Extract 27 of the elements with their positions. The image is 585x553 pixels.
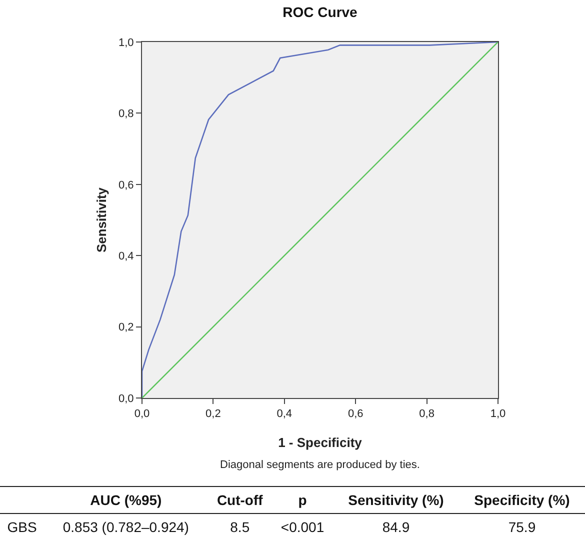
text: Specificity (%): [458, 486, 585, 514]
text: 75.9: [507, 518, 537, 537]
text: 8.5: [229, 518, 251, 537]
x-tick-label: 0,2: [206, 408, 221, 420]
y-tick-label: 0,8: [118, 108, 134, 120]
text: GBS: [6, 518, 38, 537]
y-tick-label: 0,0: [118, 392, 134, 405]
x-axis-title: 1 - Specificity: [278, 435, 363, 450]
x-tick-label: 0,6: [348, 408, 364, 420]
y-tick-label: 1,0: [118, 36, 134, 49]
y-tick-label: 0,4: [118, 250, 134, 262]
text: <0.001: [280, 518, 326, 537]
y-tick-label: 0,6: [118, 179, 134, 192]
x-tick-label: 0,0: [134, 408, 150, 420]
text: AUC (%95): [44, 486, 208, 514]
text: p: [272, 486, 333, 514]
text: Diagonal segments are produced by ties.: [220, 459, 420, 471]
text: 0.853 (0.782–0.924): [62, 518, 190, 537]
x-tick-label: 0,8: [419, 408, 434, 420]
y-axis-title: Sensitivity: [94, 186, 109, 253]
chart-title: ROC Curve: [282, 4, 358, 20]
text: Sensitivity (%): [332, 486, 459, 514]
text: Cut-off: [208, 486, 272, 514]
x-tick-label: 0,4: [276, 408, 292, 420]
y-tick-label: 0,2: [118, 322, 134, 334]
text: 84.9: [381, 518, 411, 537]
x-tick-label: 1,0: [490, 408, 506, 420]
